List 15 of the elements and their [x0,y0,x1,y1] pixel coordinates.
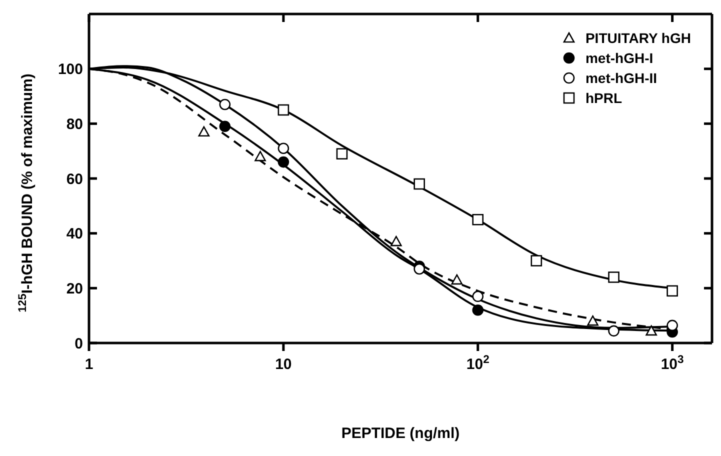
legend-label: met-hGH-II [585,70,658,86]
y-tick-label: 100 [58,61,83,78]
y-tick-label: 60 [66,170,83,188]
y-tick-label: 80 [66,116,83,133]
x-axis-title: PEPTIDE (ng/ml) [341,425,460,442]
legend-label: met-hGH-I [585,50,654,66]
legend-label: PITUITARY hGH [585,30,691,46]
x-tick-label: 10 [275,356,292,373]
x-tick-label: 10$^{3}$ [660,354,684,373]
y-tick-label: 20 [66,280,83,298]
x-tick-label: 10$^{2}$ [466,354,490,373]
y-tick-label: 40 [66,226,83,243]
legend-label: hPRL [585,90,622,106]
x-tick-label: 1 [84,356,94,373]
y-tick-label: 0 [74,335,83,352]
